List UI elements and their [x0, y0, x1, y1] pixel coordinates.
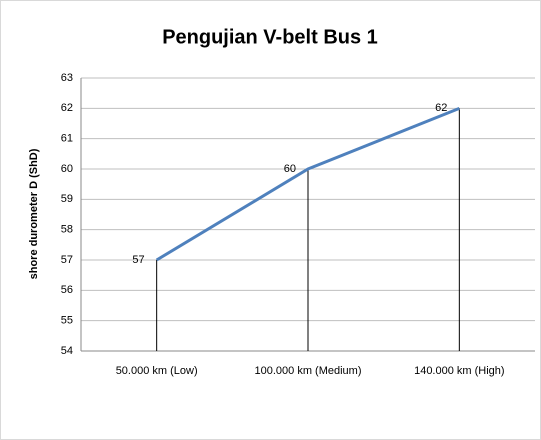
data-label: 62: [435, 102, 447, 114]
y-tick-label: 59: [61, 193, 73, 205]
y-tick-label: 54: [61, 345, 73, 357]
chart-title: Pengujian V-belt Bus 1: [162, 26, 378, 48]
data-label: 60: [284, 163, 296, 175]
x-tick-label: 100.000 km (Medium): [255, 365, 362, 377]
y-axis-label: shore durometer D (ShD): [28, 148, 40, 279]
x-tick-label: 140.000 km (High): [414, 365, 505, 377]
line-series: [155, 106, 460, 262]
y-tick-label: 62: [61, 102, 73, 114]
y-tick-label: 55: [61, 315, 73, 327]
y-tick-label: 56: [61, 284, 73, 296]
x-tick-label: 50.000 km (Low): [116, 365, 198, 377]
data-label: 57: [132, 254, 144, 266]
y-tick-label: 57: [61, 254, 73, 266]
y-tick-label: 60: [61, 163, 73, 175]
y-tick-label: 61: [61, 133, 73, 145]
y-tick-label: 58: [61, 224, 73, 236]
y-tick-label: 63: [61, 72, 73, 84]
